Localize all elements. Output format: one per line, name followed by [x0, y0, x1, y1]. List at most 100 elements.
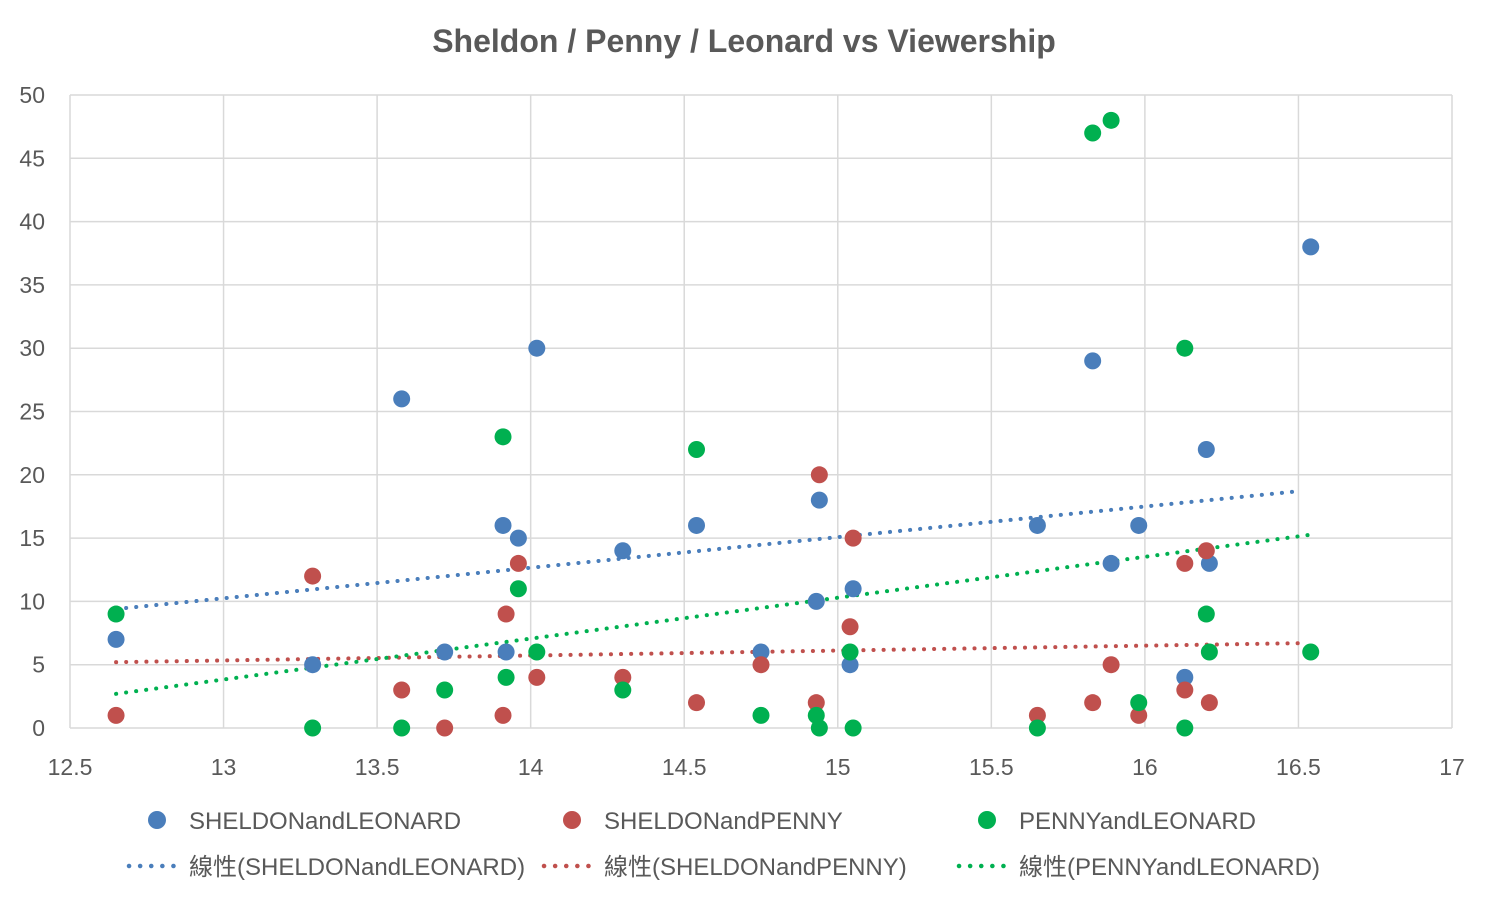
point-pennyandleonard [1176, 719, 1194, 737]
legend-label: PENNYandLEONARD [1019, 808, 1256, 835]
point-pennyandleonard [1197, 605, 1215, 623]
point-sheldonandleonard [436, 643, 454, 661]
y-tick-label: 5 [32, 652, 45, 678]
point-sheldonandleonard [688, 516, 706, 534]
data-points [107, 111, 1320, 737]
point-sheldonandpenny [614, 668, 632, 686]
y-tick-label: 15 [19, 525, 45, 551]
point-sheldonandleonard [810, 491, 828, 509]
point-sheldonandpenny [841, 618, 859, 636]
point-pennyandleonard [1102, 111, 1120, 129]
point-pennyandleonard [436, 681, 454, 699]
point-sheldonandpenny [304, 567, 322, 585]
y-tick-label: 35 [19, 272, 45, 298]
point-pennyandleonard [393, 719, 411, 737]
x-tick-label: 12.5 [48, 754, 93, 780]
point-sheldonandleonard [304, 656, 322, 674]
point-sheldonandpenny [1028, 706, 1046, 724]
point-sheldonandpenny [807, 694, 825, 712]
point-pennyandleonard [614, 681, 632, 699]
point-sheldonandpenny [528, 668, 546, 686]
tick-labels: 0 5 10 15 20 25 30 35 40 45 50 12.5 13 13.5 14 14.5 15 15… [19, 82, 1464, 780]
legend-trend-label: 線性(SHELDONandPENNY) [604, 854, 907, 881]
point-sheldonandpenny [1176, 554, 1194, 572]
grid-lines [69, 94, 1453, 729]
point-pennyandleonard [509, 580, 527, 598]
trendline-pennyandleonard [114, 532, 1316, 696]
x-tick-label: 17 [1439, 754, 1465, 780]
y-tick-label: 20 [19, 462, 45, 488]
point-sheldonandpenny [509, 554, 527, 572]
point-sheldonandleonard [752, 643, 770, 661]
point-sheldonandpenny [752, 656, 770, 674]
point-sheldonandleonard [1302, 238, 1320, 256]
legend: SHELDONandLEONARD 線性(SHELDONandLEONARD) SH… [126, 808, 1320, 881]
point-sheldonandleonard [1130, 516, 1148, 534]
point-pennyandleonard [107, 605, 125, 623]
y-tick-label: 25 [19, 399, 45, 425]
y-tick-label: 30 [19, 335, 45, 361]
point-sheldonandleonard [509, 529, 527, 547]
point-sheldonandpenny [497, 605, 515, 623]
point-sheldonandleonard [1197, 440, 1215, 458]
y-tick-label: 40 [19, 209, 45, 235]
legend-marker-sheldonandpenny [563, 811, 581, 829]
trendline-sheldonandpenny [114, 641, 1301, 665]
point-sheldonandleonard [844, 580, 862, 598]
x-tick-label: 16 [1132, 754, 1158, 780]
point-sheldonandpenny [1130, 706, 1148, 724]
legend-label: SHELDONandLEONARD [189, 808, 461, 835]
point-pennyandleonard [1200, 643, 1218, 661]
point-sheldonandpenny [393, 681, 411, 699]
point-pennyandleonard [841, 643, 859, 661]
point-sheldonandpenny [688, 694, 706, 712]
point-sheldonandpenny [1197, 542, 1215, 560]
x-tick-label: 14 [518, 754, 544, 780]
point-pennyandleonard [494, 428, 512, 446]
point-sheldonandleonard [494, 516, 512, 534]
x-tick-label: 14.5 [662, 754, 707, 780]
point-pennyandleonard [304, 719, 322, 737]
point-sheldonandpenny [1200, 694, 1218, 712]
x-tick-label: 13.5 [355, 754, 400, 780]
point-sheldonandleonard [1084, 352, 1102, 370]
point-pennyandleonard [1176, 339, 1194, 357]
point-pennyandleonard [752, 706, 770, 724]
y-tick-label: 0 [32, 715, 45, 741]
point-sheldonandpenny [436, 719, 454, 737]
point-sheldonandpenny [494, 706, 512, 724]
point-sheldonandpenny [1084, 694, 1102, 712]
legend-marker-sheldonandleonard [148, 811, 166, 829]
chart-title: Sheldon / Penny / Leonard vs Viewership [432, 23, 1056, 59]
point-pennyandleonard [844, 719, 862, 737]
x-tick-label: 15 [825, 754, 851, 780]
trendline-sheldonandleonard [114, 489, 1301, 611]
y-tick-label: 45 [19, 145, 45, 171]
point-sheldonandleonard [807, 592, 825, 610]
legend-label: SHELDONandPENNY [604, 808, 843, 835]
point-sheldonandleonard [1176, 668, 1194, 686]
point-pennyandleonard [528, 643, 546, 661]
x-tick-label: 15.5 [969, 754, 1014, 780]
point-sheldonandpenny [1176, 681, 1194, 699]
x-tick-label: 13 [211, 754, 237, 780]
legend-trend-label: 線性(SHELDONandLEONARD) [189, 854, 525, 881]
legend-trend-label: 線性(PENNYandLEONARD) [1019, 854, 1320, 881]
point-sheldonandleonard [107, 630, 125, 648]
point-pennyandleonard [1084, 124, 1102, 142]
point-pennyandleonard [810, 719, 828, 737]
point-pennyandleonard [1028, 719, 1046, 737]
point-sheldonandleonard [841, 656, 859, 674]
point-pennyandleonard [1130, 694, 1148, 712]
point-sheldonandpenny [810, 466, 828, 484]
point-sheldonandleonard [528, 339, 546, 357]
point-sheldonandleonard [614, 542, 632, 560]
point-pennyandleonard [497, 668, 515, 686]
x-tick-label: 16.5 [1276, 754, 1321, 780]
legend-marker-pennyandleonard [978, 811, 996, 829]
y-tick-label: 50 [19, 82, 45, 108]
point-sheldonandpenny [844, 529, 862, 547]
point-pennyandleonard [688, 440, 706, 458]
